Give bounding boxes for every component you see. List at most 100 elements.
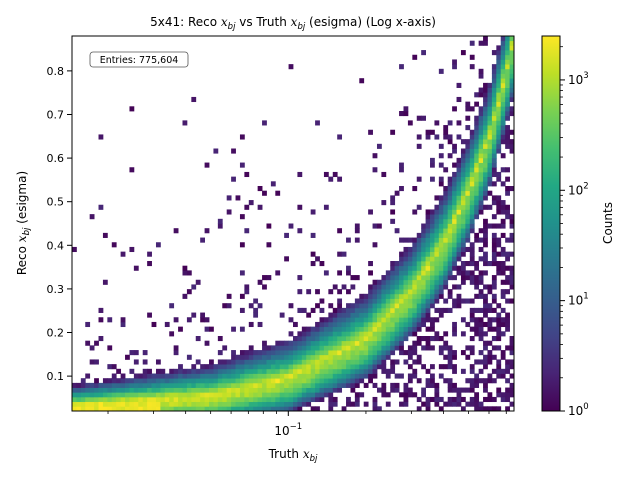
heatmap-cell <box>354 378 360 384</box>
heatmap-cell <box>297 340 303 346</box>
heatmap-cell <box>505 317 510 323</box>
heatmap-cell <box>438 68 444 74</box>
heatmap-cell <box>443 195 449 201</box>
heatmap-cell <box>505 214 510 220</box>
heatmap-cell <box>500 129 506 135</box>
heatmap-cell <box>443 228 449 234</box>
heatmap-cell <box>341 406 347 412</box>
heatmap-cell <box>505 106 510 112</box>
heatmap-cell <box>416 406 422 412</box>
heatmap-cell <box>509 214 515 220</box>
heatmap-cell <box>164 373 170 379</box>
heatmap-cell <box>111 364 117 370</box>
heatmap-cell <box>430 242 435 248</box>
heatmap-cell <box>337 368 343 374</box>
heatmap-cell <box>332 312 338 318</box>
heatmap-cell <box>491 326 497 332</box>
heatmap-cell <box>381 303 387 309</box>
heatmap-cell <box>332 350 338 356</box>
heatmap-cell <box>262 368 267 374</box>
heatmap-cell <box>89 387 95 393</box>
heatmap-cell <box>434 298 440 304</box>
heatmap-cell <box>474 321 480 328</box>
heatmap-cell <box>487 125 493 131</box>
heatmap-cell <box>399 289 404 295</box>
heatmap-cell <box>390 307 396 313</box>
heatmap-cell <box>487 340 493 346</box>
heatmap-cell <box>231 382 236 388</box>
heatmap-cell <box>496 336 502 342</box>
heatmap-cell <box>416 378 422 384</box>
heatmap-cell <box>478 134 484 140</box>
heatmap-cell <box>244 350 250 356</box>
heatmap-cell <box>178 406 183 412</box>
heatmap-cell <box>430 378 435 384</box>
heatmap-cell <box>491 96 497 103</box>
heatmap-cell <box>376 317 382 323</box>
heatmap-cell <box>209 378 214 384</box>
heatmap-cell <box>266 401 272 407</box>
heatmap-cell <box>465 125 471 131</box>
heatmap-cell <box>469 312 475 318</box>
heatmap-cell <box>315 406 320 412</box>
heatmap-cell <box>306 354 312 360</box>
heatmap-cell <box>297 345 303 351</box>
heatmap-cell <box>390 368 396 374</box>
heatmap-cell <box>288 340 294 346</box>
heatmap-cell <box>487 392 493 398</box>
heatmap-cell <box>483 92 488 98</box>
heatmap-cell <box>500 78 506 84</box>
heatmap-cell <box>363 312 369 318</box>
heatmap-cell <box>421 237 426 243</box>
heatmap-cell <box>500 392 506 398</box>
heatmap-cell <box>253 350 259 356</box>
heatmap-cell <box>253 406 259 412</box>
heatmap-cell <box>443 265 449 271</box>
heatmap-cell <box>275 364 281 370</box>
heatmap-cell <box>452 106 457 112</box>
heatmap-cell <box>346 336 351 342</box>
heatmap-cell <box>403 289 409 295</box>
heatmap-cell <box>403 382 409 388</box>
heatmap-cell <box>460 396 466 403</box>
heatmap-cell <box>160 392 166 398</box>
heatmap-cell <box>469 195 475 201</box>
heatmap-cell <box>505 111 510 117</box>
heatmap-cell <box>142 401 148 407</box>
heatmap-cell <box>447 275 453 281</box>
heatmap-cell <box>491 345 497 351</box>
heatmap-cell <box>204 378 210 384</box>
heatmap-cell <box>500 111 506 117</box>
heatmap-cell <box>474 214 480 220</box>
heatmap-cell <box>465 246 471 253</box>
heatmap-cell <box>209 387 214 393</box>
heatmap-cell <box>412 251 418 257</box>
heatmap-cell <box>301 396 307 403</box>
heatmap-cell <box>72 401 77 407</box>
heatmap-cell <box>253 298 259 304</box>
heatmap-cell <box>474 373 480 379</box>
heatmap-cell <box>368 336 373 342</box>
heatmap-cell <box>390 364 396 370</box>
heatmap-cell <box>107 392 113 398</box>
heatmap-cell <box>390 218 396 224</box>
heatmap-cell <box>226 396 232 403</box>
heatmap-cell <box>399 401 404 407</box>
heatmap-cell <box>346 321 351 328</box>
heatmap-cell <box>385 270 391 276</box>
colorbar-label: Counts <box>601 202 615 244</box>
heatmap-cell <box>151 396 157 403</box>
heatmap-cell <box>226 364 232 370</box>
heatmap-cell <box>341 336 347 342</box>
heatmap-cell <box>270 364 276 370</box>
heatmap-cell <box>363 326 369 332</box>
heatmap-cell <box>319 373 325 379</box>
heatmap-cell <box>452 261 457 267</box>
heatmap-cell <box>332 345 338 351</box>
heatmap-cell <box>160 368 166 374</box>
heatmap-cell <box>425 284 431 290</box>
heatmap-cell <box>306 359 312 365</box>
heatmap-cell <box>182 396 188 403</box>
heatmap-cell <box>253 392 259 398</box>
heatmap-cell <box>500 45 506 51</box>
